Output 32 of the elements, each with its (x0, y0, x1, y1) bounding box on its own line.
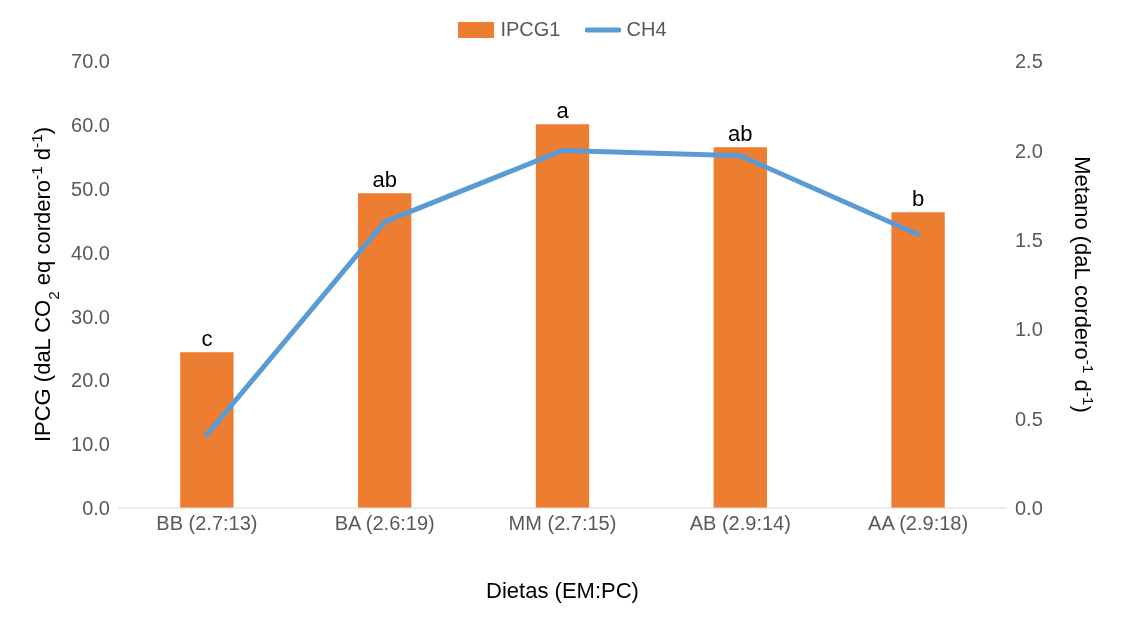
bar (180, 352, 234, 508)
y2-tick-label: 1.5 (1015, 228, 1043, 251)
y-tick-label: 60.0 (71, 113, 110, 136)
annotation: ab (372, 167, 397, 193)
y2-tick-label: 0.0 (1015, 497, 1043, 520)
y2-tick-label: 2.5 (1015, 50, 1043, 73)
y2-tick-label: 1.0 (1015, 318, 1043, 341)
legend-label: CH4 (626, 18, 667, 41)
annotation: a (556, 98, 570, 124)
annotation: c (201, 326, 213, 352)
y2-tick-label: 2.0 (1015, 139, 1043, 162)
x-tick-label: BA (2.6:19) (334, 512, 435, 535)
y-tick-label: 0.0 (82, 497, 110, 520)
y-tick-label: 30.0 (71, 305, 110, 328)
legend-label: IPCG1 (500, 18, 561, 41)
bar (891, 212, 945, 508)
y-tick-label: 50.0 (71, 177, 110, 200)
y-tick-label: 20.0 (71, 369, 110, 392)
bar (713, 147, 767, 508)
y-tick-label: 10.0 (71, 433, 110, 456)
y-tick-label: 40.0 (71, 241, 110, 264)
x-axis-title: Dietas (EM:PC) (486, 578, 639, 603)
x-tick-label: AB (2.9:14) (689, 512, 791, 535)
y2-tick-label: 0.5 (1015, 407, 1043, 430)
x-tick-label: AA (2.9:18) (868, 512, 969, 535)
x-tick-label: MM (2.7:15) (508, 512, 617, 535)
annotation: b (911, 186, 925, 212)
bar (358, 193, 412, 508)
y-tick-label: 70.0 (71, 50, 110, 73)
annotation: ab (728, 121, 753, 147)
x-tick-label: BB (2.7:13) (156, 512, 258, 535)
bar (535, 124, 590, 508)
